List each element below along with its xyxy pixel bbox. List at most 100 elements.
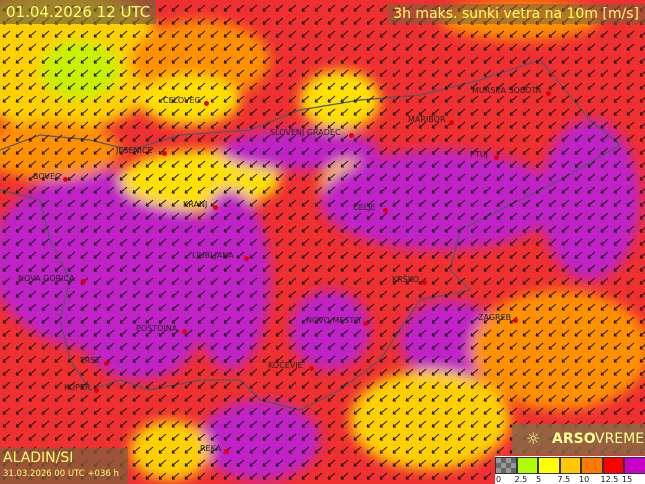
- legend-label: 12.5: [600, 475, 619, 484]
- wind-arrow: [379, 95, 388, 103]
- wind-arrow: [80, 173, 89, 181]
- wind-arrow: [405, 329, 414, 337]
- wind-arrow: [496, 264, 505, 272]
- wind-arrow: [613, 368, 622, 376]
- wind-arrow: [262, 173, 271, 181]
- wind-arrow: [54, 277, 63, 285]
- wind-arrow: [496, 82, 505, 90]
- wind-arrow: [236, 199, 245, 207]
- wind-arrow: [405, 303, 414, 311]
- wind-arrow: [275, 173, 284, 181]
- wind-arrow: [470, 186, 479, 194]
- wind-arrow: [275, 342, 284, 350]
- wind-arrow: [327, 407, 336, 415]
- wind-arrow: [80, 43, 89, 51]
- wind-arrow: [574, 69, 583, 77]
- wind-arrow: [431, 342, 440, 350]
- wind-arrow: [418, 407, 427, 415]
- wind-arrow: [54, 95, 63, 103]
- wind-arrow: [67, 30, 76, 38]
- wind-arrow: [236, 173, 245, 181]
- wind-arrow: [327, 446, 336, 454]
- wind-arrow: [41, 238, 50, 246]
- wind-arrow: [327, 43, 336, 51]
- wind-arrow: [288, 277, 297, 285]
- wind-arrow: [639, 396, 645, 402]
- wind-arrow: [379, 407, 388, 415]
- wind-arrow: [470, 69, 479, 77]
- wind-arrow: [54, 43, 63, 51]
- wind-arrow: [379, 56, 388, 64]
- wind-arrow: [522, 394, 531, 402]
- wind-arrow: [314, 134, 323, 142]
- wind-arrow: [262, 4, 271, 12]
- wind-arrow: [418, 316, 427, 324]
- wind-arrow: [522, 303, 531, 311]
- wind-arrow: [535, 303, 544, 311]
- wind-arrow: [15, 329, 24, 337]
- wind-arrow: [405, 342, 414, 350]
- wind-arrow: [457, 355, 466, 363]
- wind-arrow: [600, 316, 609, 324]
- wind-arrow: [379, 316, 388, 324]
- wind-arrow: [210, 446, 219, 454]
- wind-arrow: [171, 329, 180, 337]
- wind-arrow: [353, 277, 362, 285]
- wind-arrow: [327, 472, 336, 480]
- wind-arrow: [119, 277, 128, 285]
- wind-arrow: [210, 147, 219, 155]
- wind-arrow: [223, 472, 232, 480]
- wind-arrow: [145, 277, 154, 285]
- wind-arrow: [574, 160, 583, 168]
- wind-arrow: [2, 95, 11, 103]
- wind-arrow: [574, 329, 583, 337]
- wind-arrow: [418, 433, 427, 441]
- city-label: POSTOJNA: [136, 324, 178, 333]
- wind-arrow: [106, 43, 115, 51]
- wind-arrow: [327, 199, 336, 207]
- wind-arrow: [249, 173, 258, 181]
- wind-arrow: [275, 420, 284, 428]
- wind-arrow: [509, 30, 518, 38]
- wind-arrow: [197, 303, 206, 311]
- wind-arrow: [171, 238, 180, 246]
- map-title: 3h maks. sunki vetra na 10m [m/s]: [387, 4, 645, 24]
- wind-arrow: [392, 342, 401, 350]
- wind-arrow: [275, 30, 284, 38]
- wind-arrow: [431, 212, 440, 220]
- wind-arrow: [405, 394, 414, 402]
- wind-arrow: [236, 329, 245, 337]
- wind-arrow: [145, 420, 154, 428]
- wind-arrow: [2, 407, 11, 415]
- wind-arrow: [418, 199, 427, 207]
- wind-arrow: [145, 238, 154, 246]
- wind-arrow: [197, 212, 206, 220]
- wind-arrow: [301, 69, 310, 77]
- wind-arrow: [340, 173, 349, 181]
- wind-arrow: [561, 407, 570, 415]
- wind-arrow: [314, 30, 323, 38]
- wind-arrow: [613, 121, 622, 129]
- wind-arrow: [340, 368, 349, 376]
- wind-arrow: [405, 186, 414, 194]
- wind-arrow: [431, 433, 440, 441]
- wind-arrow: [366, 251, 375, 259]
- wind-arrow: [262, 407, 271, 415]
- wind-arrow: [405, 264, 414, 272]
- wind-arrow: [548, 342, 557, 350]
- wind-arrow: [2, 368, 11, 376]
- wind-arrow: [561, 30, 570, 38]
- wind-arrow: [314, 381, 323, 389]
- wind-arrow: [483, 472, 492, 480]
- wind-arrow: [236, 303, 245, 311]
- wind-arrow: [15, 30, 24, 38]
- wind-arrow: [28, 147, 37, 155]
- wind-arrow: [210, 4, 219, 12]
- wind-arrow: [197, 173, 206, 181]
- wind-arrow: [2, 225, 11, 233]
- wind-arrow: [366, 147, 375, 155]
- wind-arrow: [496, 43, 505, 51]
- wind-arrow: [483, 147, 492, 155]
- city-marker: [162, 151, 167, 156]
- wind-arrow: [314, 56, 323, 64]
